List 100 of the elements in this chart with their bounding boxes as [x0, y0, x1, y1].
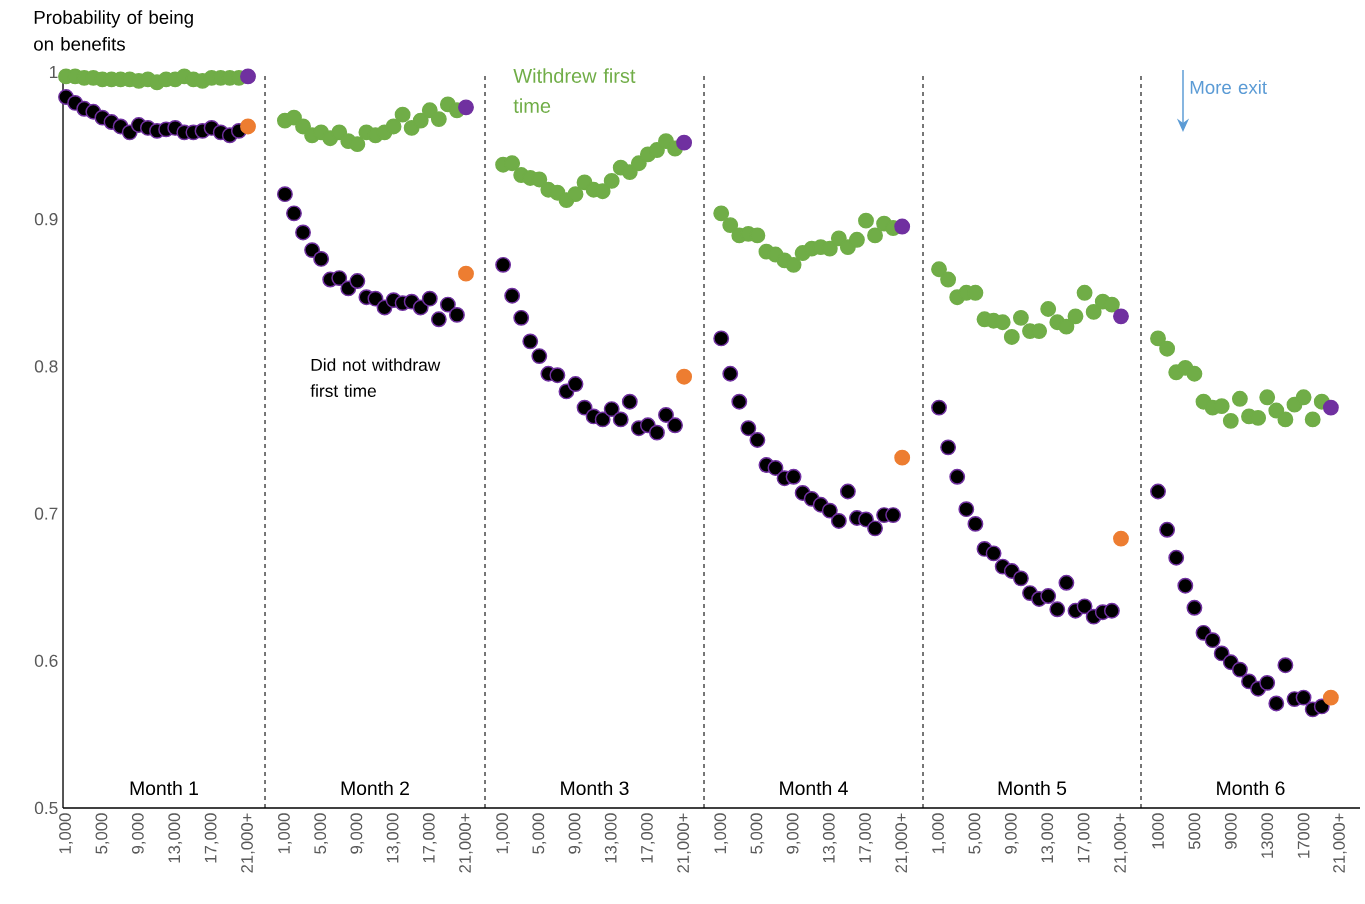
point	[439, 296, 456, 313]
annotation: More exit	[1190, 80, 1267, 94]
point	[421, 290, 438, 307]
point	[731, 393, 748, 410]
x-tick-label: 17,000	[1077, 813, 1092, 863]
x-tick-label: 17000	[1297, 813, 1310, 858]
y-tick-label: 0.5	[34, 801, 58, 815]
x-tick-label: 1,000	[714, 813, 729, 854]
x-tick-label: 21,000+	[241, 813, 255, 873]
point	[1058, 318, 1075, 335]
point	[1103, 296, 1120, 313]
point	[621, 393, 638, 410]
point	[567, 376, 584, 392]
point	[1186, 599, 1203, 616]
x-tick-label: 5,000	[314, 813, 329, 854]
point	[1295, 389, 1312, 406]
point	[1076, 598, 1093, 615]
x-tick-label: 1000	[1152, 813, 1164, 849]
x-tick-label: 13000	[1261, 813, 1274, 858]
x-tick-label: 9000	[1224, 813, 1237, 849]
point	[1231, 390, 1248, 407]
x-tick-label: 5000	[1188, 813, 1201, 850]
x-tick-label: 1,000	[59, 813, 73, 854]
point	[594, 411, 611, 428]
point	[1040, 588, 1057, 604]
point	[858, 212, 874, 229]
point	[713, 330, 730, 347]
point	[522, 333, 539, 350]
point	[621, 164, 638, 181]
text: Month 5	[998, 780, 1067, 796]
point	[603, 401, 620, 418]
point	[894, 449, 911, 466]
point	[713, 205, 730, 222]
point	[867, 227, 883, 244]
point	[240, 68, 256, 85]
point	[722, 217, 739, 234]
point	[867, 520, 883, 537]
x-tick-label: 9,000	[786, 813, 801, 854]
x-tick-label: 13,000	[386, 813, 401, 863]
point	[313, 251, 330, 267]
point	[676, 368, 693, 385]
point	[940, 439, 957, 456]
point	[785, 468, 802, 485]
x-tick-label: 17,000	[641, 813, 655, 863]
point	[349, 273, 366, 289]
annotation: Did not withdraw first time	[310, 358, 441, 397]
point	[394, 106, 411, 123]
y-tick-label: 0.8	[34, 360, 58, 373]
point	[1204, 632, 1221, 649]
point	[240, 118, 256, 135]
x-tick-label: 9,000	[131, 813, 146, 854]
point	[430, 111, 447, 128]
point	[1186, 365, 1203, 382]
point	[504, 287, 521, 304]
y-tick-label: 1	[49, 66, 58, 78]
point	[430, 311, 447, 328]
point	[449, 306, 465, 323]
point	[1259, 389, 1276, 406]
x-tick-label: 17,000	[859, 813, 873, 863]
x-tick-label: 9,000	[1004, 813, 1019, 854]
point	[1222, 412, 1239, 429]
point	[931, 399, 947, 416]
x-tick-label: 21,000+	[895, 813, 910, 873]
x-tick-label: 13,000	[822, 813, 837, 863]
point	[1085, 303, 1102, 320]
point	[495, 256, 512, 273]
point	[1177, 577, 1194, 594]
x-tick-label: 5,000	[532, 813, 547, 854]
text: Month 2	[341, 780, 409, 796]
point	[549, 367, 566, 384]
x-tick-label: 1,000	[496, 813, 510, 854]
point	[567, 186, 584, 203]
point	[676, 134, 693, 151]
point	[385, 118, 402, 135]
point	[630, 155, 647, 172]
text: Month 6	[1217, 780, 1285, 796]
point	[276, 186, 293, 203]
point	[894, 218, 911, 235]
point	[1012, 570, 1029, 587]
point	[667, 417, 683, 434]
point	[612, 411, 629, 428]
point	[1159, 340, 1176, 357]
point	[1259, 674, 1276, 691]
point	[931, 261, 947, 278]
x-tick-label: 13,000	[1041, 813, 1056, 863]
x-tick-label: 5,000	[968, 813, 983, 854]
point	[849, 231, 865, 248]
x-tick-label: 21,000+	[677, 813, 691, 873]
x-tick-label: 17,000	[204, 813, 219, 863]
point	[1168, 549, 1185, 566]
y-tick-label: 0.6	[34, 654, 58, 667]
point	[1003, 329, 1020, 345]
point	[1277, 657, 1294, 674]
point	[839, 483, 856, 500]
x-tick-label: 9,000	[568, 813, 583, 854]
point	[767, 460, 784, 476]
point	[821, 502, 838, 519]
x-tick-label: 21,000+	[1333, 813, 1347, 873]
point	[1076, 284, 1093, 301]
x-tick-label: 13,000	[168, 813, 183, 863]
